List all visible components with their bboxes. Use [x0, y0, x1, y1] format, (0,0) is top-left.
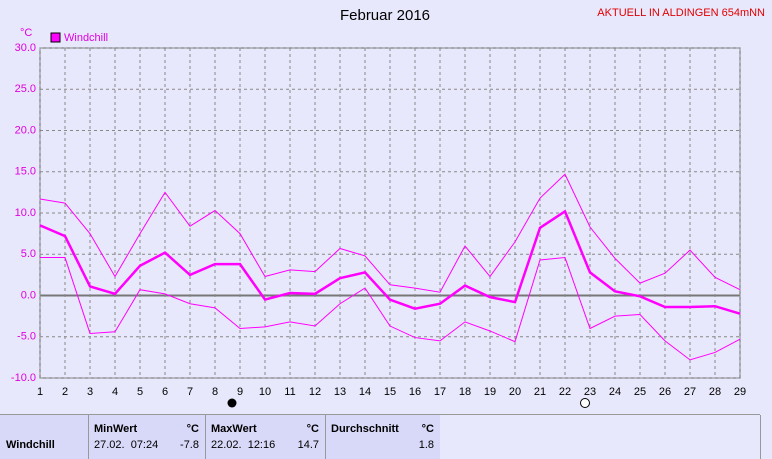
y-tick-label: 15.0 [15, 166, 36, 178]
x-tick-label: 16 [409, 386, 421, 398]
x-tick-label: 7 [187, 386, 193, 398]
y-tick-label: -5.0 [17, 331, 36, 343]
x-tick-label: 5 [137, 386, 143, 398]
unit: °C [306, 423, 319, 435]
x-tick-label: 2 [62, 386, 68, 398]
x-tick-label: 9 [237, 386, 243, 398]
legend-label: Windchill [64, 32, 108, 44]
x-tick-label: 25 [634, 386, 646, 398]
y-tick-label: 10.0 [15, 207, 36, 219]
x-tick-label: 26 [659, 386, 671, 398]
y-tick-label: 20.0 [15, 124, 36, 136]
x-tick-label: 8 [212, 386, 218, 398]
x-tick-label: 24 [609, 386, 621, 398]
series-line [40, 257, 741, 361]
x-tick-label: 6 [162, 386, 168, 398]
value: 14.7 [297, 439, 319, 451]
value: -7.8 [180, 439, 199, 451]
min-cell: MinWert °C 27.02. 07:24 -7.8 [88, 415, 206, 459]
row-label: Windchill [6, 439, 55, 451]
x-tick-label: 10 [259, 386, 271, 398]
avg-cell: Durchschnitt °C 1.8 [325, 415, 441, 459]
y-tick-label: 5.0 [21, 248, 36, 260]
x-tick-label: 18 [459, 386, 471, 398]
y-tick-label: 30.0 [15, 42, 36, 54]
max-cell: MaxWert °C 22.02. 12:16 14.7 [205, 415, 326, 459]
time: 27.02. 07:24 [94, 439, 159, 451]
legend-swatch [50, 32, 61, 43]
time: 22.02. 12:16 [211, 439, 276, 451]
empty-cell [440, 415, 761, 459]
y-tick-label: 25.0 [15, 83, 36, 95]
x-tick-label: 23 [584, 386, 596, 398]
row-label-cell: Windchill [0, 415, 89, 459]
header: MaxWert [211, 423, 257, 435]
header: Durchschnitt [331, 423, 399, 435]
y-unit: °C [20, 27, 32, 39]
x-tick-label: 20 [509, 386, 521, 398]
x-tick-label: 1 [37, 386, 43, 398]
y-tick-label: -10.0 [11, 372, 36, 384]
x-tick-label: 15 [384, 386, 396, 398]
x-tick-label: 21 [534, 386, 546, 398]
series-line [39, 173, 741, 293]
x-tick-label: 11 [284, 386, 295, 398]
x-tick-label: 13 [334, 386, 346, 398]
value: 1.8 [418, 439, 434, 451]
x-tick-label: 28 [709, 386, 721, 398]
unit: °C [186, 423, 199, 435]
moon-new [227, 398, 237, 408]
x-tick-label: 22 [559, 386, 571, 398]
chart-title: Februar 2016 [340, 7, 430, 24]
station: AKTUELL IN ALDINGEN 654mNN [597, 7, 765, 19]
x-tick-label: 27 [684, 386, 696, 398]
x-tick-label: 17 [434, 386, 446, 398]
x-tick-label: 14 [359, 386, 371, 398]
x-tick-label: 29 [734, 386, 746, 398]
header: MinWert [94, 423, 138, 435]
moon-full [580, 398, 590, 408]
x-tick-label: 4 [112, 386, 118, 398]
x-tick-label: 12 [309, 386, 321, 398]
chart: Februar 2016 AKTUELL IN ALDINGEN 654mNN … [11, 7, 765, 408]
series-line [39, 209, 741, 315]
x-tick-label: 19 [484, 386, 496, 398]
stats-table: Windchill MinWert °C 27.02. 07:24 -7.8 M… [0, 414, 761, 459]
unit: °C [421, 423, 434, 435]
x-tick-label: 3 [87, 386, 93, 398]
y-tick-label: 0.0 [21, 289, 36, 301]
